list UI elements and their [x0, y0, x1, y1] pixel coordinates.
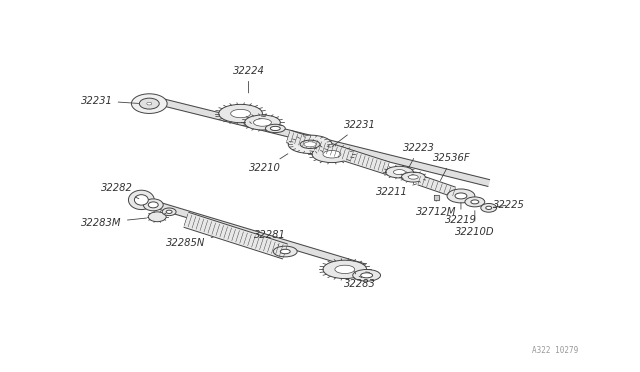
- Text: 32231: 32231: [332, 121, 376, 147]
- Ellipse shape: [266, 124, 285, 132]
- Ellipse shape: [447, 189, 475, 203]
- Ellipse shape: [335, 265, 355, 273]
- Text: 32283: 32283: [344, 271, 376, 289]
- Ellipse shape: [147, 102, 152, 105]
- Ellipse shape: [481, 203, 497, 212]
- Ellipse shape: [140, 98, 159, 109]
- Text: 32225: 32225: [493, 200, 525, 210]
- Ellipse shape: [361, 273, 372, 278]
- Text: 32281: 32281: [255, 230, 286, 246]
- Ellipse shape: [394, 170, 405, 174]
- Text: 32282: 32282: [100, 183, 139, 199]
- Ellipse shape: [401, 172, 425, 182]
- Text: 32219: 32219: [445, 203, 477, 225]
- Ellipse shape: [219, 105, 262, 123]
- Text: 32223: 32223: [403, 143, 435, 168]
- Ellipse shape: [408, 175, 419, 179]
- Ellipse shape: [280, 249, 290, 254]
- Ellipse shape: [323, 151, 341, 158]
- Text: A322 10279: A322 10279: [532, 346, 578, 355]
- Ellipse shape: [455, 193, 467, 199]
- Ellipse shape: [300, 140, 320, 148]
- Text: 32285N: 32285N: [166, 237, 213, 248]
- Ellipse shape: [253, 119, 271, 126]
- Text: 32231: 32231: [81, 96, 139, 106]
- Ellipse shape: [166, 210, 172, 214]
- Polygon shape: [156, 97, 490, 186]
- Text: 32536F: 32536F: [433, 153, 471, 180]
- Text: 32283M: 32283M: [81, 218, 147, 228]
- Ellipse shape: [486, 206, 492, 209]
- Ellipse shape: [129, 190, 154, 209]
- Ellipse shape: [162, 208, 176, 216]
- Ellipse shape: [230, 109, 250, 118]
- Text: 32210D: 32210D: [455, 211, 495, 237]
- Ellipse shape: [148, 212, 166, 222]
- Ellipse shape: [465, 197, 484, 207]
- Text: 32210: 32210: [250, 154, 288, 173]
- Ellipse shape: [385, 166, 413, 178]
- Ellipse shape: [131, 94, 167, 113]
- Ellipse shape: [323, 260, 367, 279]
- Ellipse shape: [353, 269, 381, 281]
- Polygon shape: [156, 202, 365, 271]
- Ellipse shape: [270, 126, 280, 131]
- Polygon shape: [434, 195, 439, 200]
- Ellipse shape: [134, 195, 148, 205]
- Ellipse shape: [244, 115, 280, 130]
- Ellipse shape: [273, 246, 297, 257]
- Text: 32211: 32211: [376, 184, 417, 197]
- Ellipse shape: [288, 135, 332, 154]
- Text: 32712M: 32712M: [416, 201, 456, 217]
- Ellipse shape: [312, 146, 352, 163]
- Text: 32224: 32224: [232, 66, 264, 93]
- Ellipse shape: [304, 142, 316, 147]
- Ellipse shape: [143, 199, 163, 211]
- Ellipse shape: [148, 202, 158, 208]
- Ellipse shape: [471, 200, 479, 204]
